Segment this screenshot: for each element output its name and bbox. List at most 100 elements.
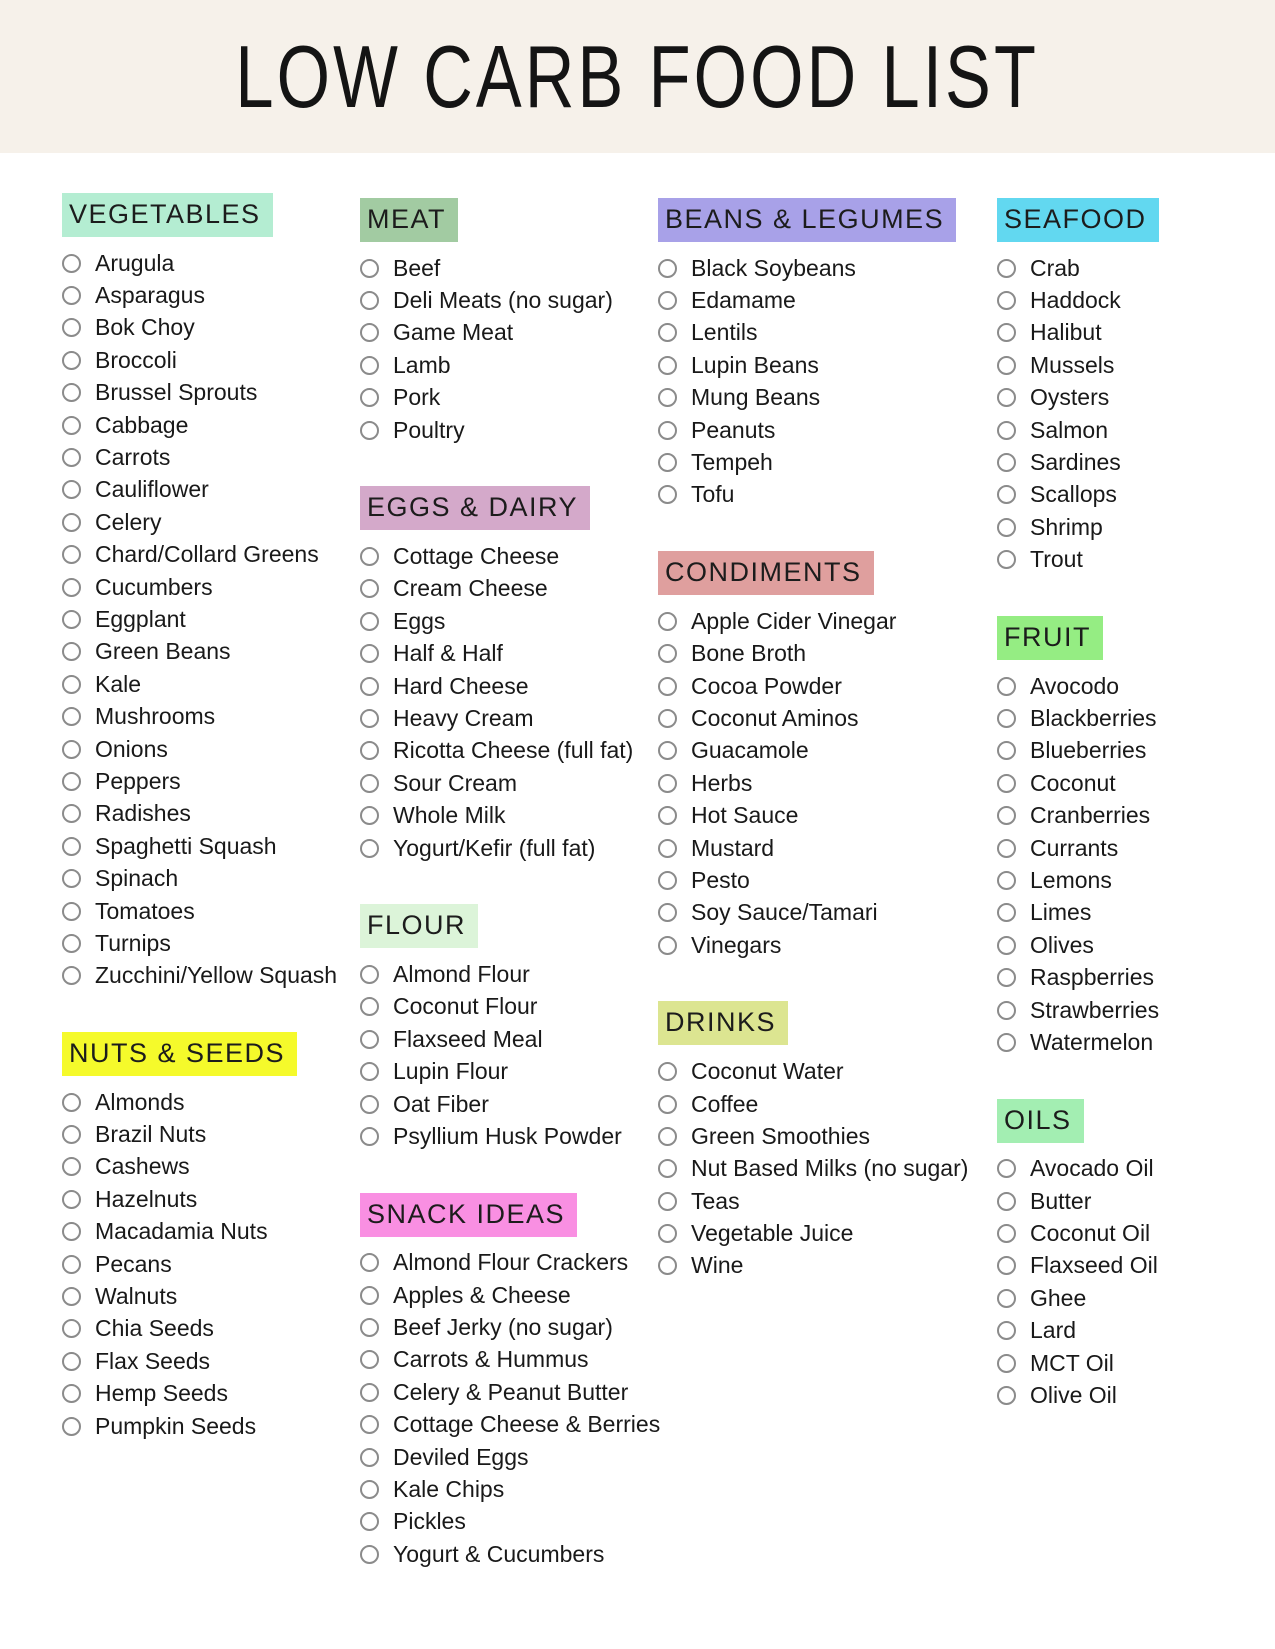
checkbox-circle-icon[interactable] xyxy=(658,644,677,664)
checkbox-circle-icon[interactable] xyxy=(62,286,81,306)
checkbox-circle-icon[interactable] xyxy=(62,318,81,338)
checkbox-circle-icon[interactable] xyxy=(360,806,379,826)
checkbox-circle-icon[interactable] xyxy=(360,1062,379,1082)
checkbox-circle-icon[interactable] xyxy=(62,577,81,597)
checkbox-circle-icon[interactable] xyxy=(62,415,81,435)
checkbox-circle-icon[interactable] xyxy=(658,1191,677,1211)
checkbox-circle-icon[interactable] xyxy=(360,1285,379,1305)
checkbox-circle-icon[interactable] xyxy=(997,517,1016,537)
checkbox-circle-icon[interactable] xyxy=(997,1353,1016,1373)
checkbox-circle-icon[interactable] xyxy=(658,1159,677,1179)
checkbox-circle-icon[interactable] xyxy=(997,1000,1016,1020)
checkbox-circle-icon[interactable] xyxy=(658,1224,677,1244)
checkbox-circle-icon[interactable] xyxy=(997,420,1016,440)
checkbox-circle-icon[interactable] xyxy=(360,420,379,440)
checkbox-circle-icon[interactable] xyxy=(997,935,1016,955)
checkbox-circle-icon[interactable] xyxy=(62,933,81,953)
checkbox-circle-icon[interactable] xyxy=(997,1386,1016,1406)
checkbox-circle-icon[interactable] xyxy=(658,258,677,278)
checkbox-circle-icon[interactable] xyxy=(62,448,81,468)
checkbox-circle-icon[interactable] xyxy=(997,870,1016,890)
checkbox-circle-icon[interactable] xyxy=(360,997,379,1017)
checkbox-circle-icon[interactable] xyxy=(62,901,81,921)
checkbox-circle-icon[interactable] xyxy=(62,609,81,629)
checkbox-circle-icon[interactable] xyxy=(997,1321,1016,1341)
checkbox-circle-icon[interactable] xyxy=(658,806,677,826)
checkbox-circle-icon[interactable] xyxy=(658,708,677,728)
checkbox-circle-icon[interactable] xyxy=(62,1254,81,1274)
checkbox-circle-icon[interactable] xyxy=(62,1189,81,1209)
checkbox-circle-icon[interactable] xyxy=(62,512,81,532)
checkbox-circle-icon[interactable] xyxy=(62,350,81,370)
checkbox-circle-icon[interactable] xyxy=(658,741,677,761)
checkbox-circle-icon[interactable] xyxy=(997,388,1016,408)
checkbox-circle-icon[interactable] xyxy=(997,291,1016,311)
checkbox-circle-icon[interactable] xyxy=(62,480,81,500)
checkbox-circle-icon[interactable] xyxy=(997,806,1016,826)
checkbox-circle-icon[interactable] xyxy=(360,1318,379,1338)
checkbox-circle-icon[interactable] xyxy=(360,964,379,984)
checkbox-circle-icon[interactable] xyxy=(997,838,1016,858)
checkbox-circle-icon[interactable] xyxy=(360,1094,379,1114)
checkbox-circle-icon[interactable] xyxy=(658,420,677,440)
checkbox-circle-icon[interactable] xyxy=(658,355,677,375)
checkbox-circle-icon[interactable] xyxy=(62,642,81,662)
checkbox-circle-icon[interactable] xyxy=(360,644,379,664)
checkbox-circle-icon[interactable] xyxy=(62,1125,81,1145)
checkbox-circle-icon[interactable] xyxy=(62,739,81,759)
checkbox-circle-icon[interactable] xyxy=(360,741,379,761)
checkbox-circle-icon[interactable] xyxy=(658,388,677,408)
checkbox-circle-icon[interactable] xyxy=(997,1288,1016,1308)
checkbox-circle-icon[interactable] xyxy=(997,968,1016,988)
checkbox-circle-icon[interactable] xyxy=(360,838,379,858)
checkbox-circle-icon[interactable] xyxy=(62,1384,81,1404)
checkbox-circle-icon[interactable] xyxy=(997,773,1016,793)
checkbox-circle-icon[interactable] xyxy=(360,1382,379,1402)
checkbox-circle-icon[interactable] xyxy=(62,545,81,565)
checkbox-circle-icon[interactable] xyxy=(997,708,1016,728)
checkbox-circle-icon[interactable] xyxy=(997,741,1016,761)
checkbox-circle-icon[interactable] xyxy=(658,485,677,505)
checkbox-circle-icon[interactable] xyxy=(360,1253,379,1273)
checkbox-circle-icon[interactable] xyxy=(62,1222,81,1242)
checkbox-circle-icon[interactable] xyxy=(997,1224,1016,1244)
checkbox-circle-icon[interactable] xyxy=(62,674,81,694)
checkbox-circle-icon[interactable] xyxy=(62,1416,81,1436)
checkbox-circle-icon[interactable] xyxy=(360,388,379,408)
checkbox-circle-icon[interactable] xyxy=(360,323,379,343)
checkbox-circle-icon[interactable] xyxy=(360,1126,379,1146)
checkbox-circle-icon[interactable] xyxy=(658,870,677,890)
checkbox-circle-icon[interactable] xyxy=(997,1159,1016,1179)
checkbox-circle-icon[interactable] xyxy=(62,1351,81,1371)
checkbox-circle-icon[interactable] xyxy=(360,258,379,278)
checkbox-circle-icon[interactable] xyxy=(360,1480,379,1500)
checkbox-circle-icon[interactable] xyxy=(658,838,677,858)
checkbox-circle-icon[interactable] xyxy=(360,773,379,793)
checkbox-circle-icon[interactable] xyxy=(62,836,81,856)
checkbox-circle-icon[interactable] xyxy=(62,253,81,273)
checkbox-circle-icon[interactable] xyxy=(62,707,81,727)
checkbox-circle-icon[interactable] xyxy=(360,1512,379,1532)
checkbox-circle-icon[interactable] xyxy=(62,869,81,889)
checkbox-circle-icon[interactable] xyxy=(62,1287,81,1307)
checkbox-circle-icon[interactable] xyxy=(360,1415,379,1435)
checkbox-circle-icon[interactable] xyxy=(997,323,1016,343)
checkbox-circle-icon[interactable] xyxy=(62,1157,81,1177)
checkbox-circle-icon[interactable] xyxy=(360,579,379,599)
checkbox-circle-icon[interactable] xyxy=(997,550,1016,570)
checkbox-circle-icon[interactable] xyxy=(62,1319,81,1339)
checkbox-circle-icon[interactable] xyxy=(658,1094,677,1114)
checkbox-circle-icon[interactable] xyxy=(360,355,379,375)
checkbox-circle-icon[interactable] xyxy=(62,771,81,791)
checkbox-circle-icon[interactable] xyxy=(997,1032,1016,1052)
checkbox-circle-icon[interactable] xyxy=(62,383,81,403)
checkbox-circle-icon[interactable] xyxy=(360,676,379,696)
checkbox-circle-icon[interactable] xyxy=(997,258,1016,278)
checkbox-circle-icon[interactable] xyxy=(997,1256,1016,1276)
checkbox-circle-icon[interactable] xyxy=(62,966,81,986)
checkbox-circle-icon[interactable] xyxy=(360,1350,379,1370)
checkbox-circle-icon[interactable] xyxy=(658,1062,677,1082)
checkbox-circle-icon[interactable] xyxy=(658,676,677,696)
checkbox-circle-icon[interactable] xyxy=(997,676,1016,696)
checkbox-circle-icon[interactable] xyxy=(62,804,81,824)
